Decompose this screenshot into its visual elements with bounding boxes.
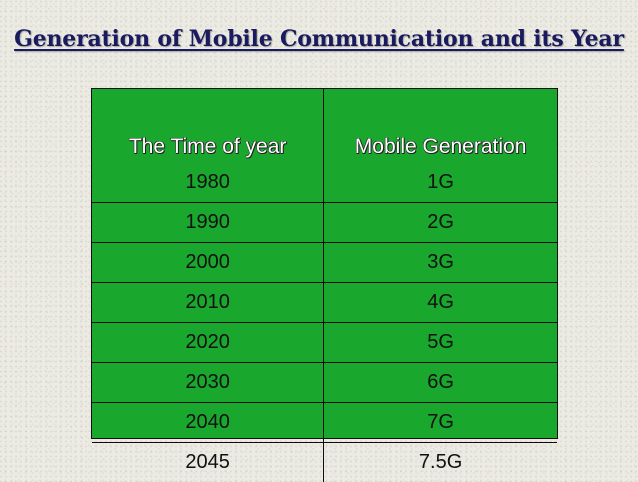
year-cell: 2020 xyxy=(92,323,324,363)
table-row: 2040 7G xyxy=(92,403,557,443)
table-header-row: The Time of year Mobile Generation xyxy=(92,89,557,163)
generation-cell: 1G xyxy=(324,163,557,203)
year-cell: 2000 xyxy=(92,243,324,283)
slide-title: Generation of Mobile Communication and i… xyxy=(0,26,638,52)
table-row: 2000 3G xyxy=(92,243,557,283)
year-cell: 2010 xyxy=(92,283,324,323)
header-year: The Time of year xyxy=(92,89,324,163)
generation-cell: 3G xyxy=(324,243,557,283)
year-cell: 2045 xyxy=(92,443,324,482)
table-row: 2010 4G xyxy=(92,283,557,323)
generation-cell: 7G xyxy=(324,403,557,443)
year-cell: 2030 xyxy=(92,363,324,403)
generation-table: The Time of year Mobile Generation 1980 … xyxy=(91,88,558,439)
generation-table-grid: The Time of year Mobile Generation 1980 … xyxy=(92,89,557,482)
table-row: 2045 7.5G xyxy=(92,443,557,482)
generation-cell: 7.5G xyxy=(324,443,557,482)
table-row: 1990 2G xyxy=(92,203,557,243)
generation-cell: 6G xyxy=(324,363,557,403)
year-cell: 1990 xyxy=(92,203,324,243)
table-row: 2030 6G xyxy=(92,363,557,403)
generation-cell: 4G xyxy=(324,283,557,323)
table-row: 1980 1G xyxy=(92,163,557,203)
generation-cell: 5G xyxy=(324,323,557,363)
generation-cell: 2G xyxy=(324,203,557,243)
year-cell: 2040 xyxy=(92,403,324,443)
year-cell: 1980 xyxy=(92,163,324,203)
table-row: 2020 5G xyxy=(92,323,557,363)
header-generation: Mobile Generation xyxy=(324,89,557,163)
